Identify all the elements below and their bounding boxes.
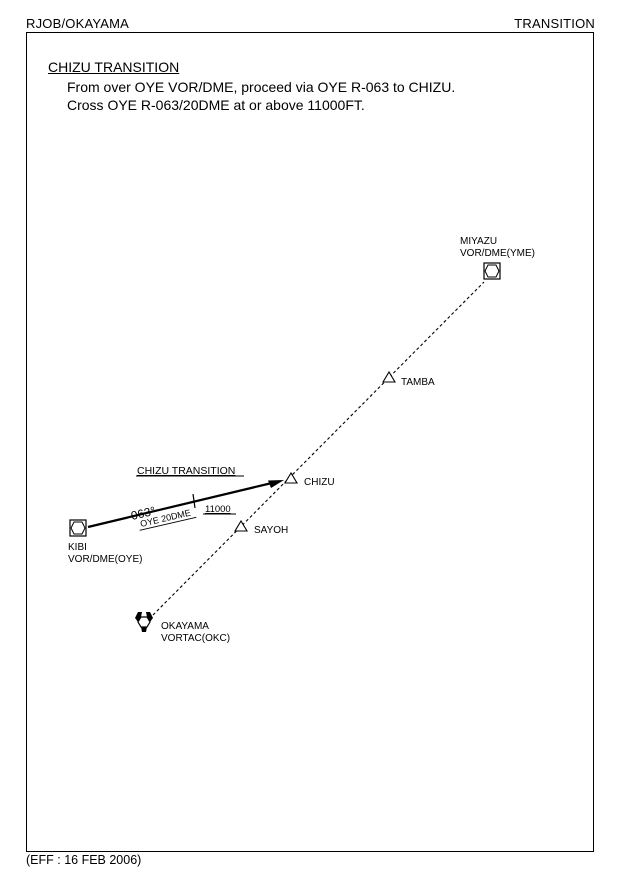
chart-id: RJOB/OKAYAMA (26, 16, 130, 31)
route-label: CHIZU TRANSITION (137, 465, 235, 477)
vor-dme-icon (69, 519, 87, 537)
dme-fix-label-underline (139, 516, 197, 531)
miyazu-type: VOR/DME(YME) (460, 248, 535, 259)
okayama-name: OKAYAMA (161, 621, 209, 632)
vor-dme-icon (483, 262, 501, 280)
procedure-title: CHIZU TRANSITION (48, 59, 180, 75)
waypoint-chizu: CHIZU (304, 477, 335, 488)
chart-type: TRANSITION (514, 16, 595, 31)
waypoint-triangle-icon (234, 519, 248, 532)
okayama-type: VORTAC(OKC) (161, 633, 230, 644)
procedure-instruction-2: Cross OYE R-063/20DME at or above 11000F… (67, 97, 365, 113)
route-arrowhead (268, 480, 284, 488)
waypoint-sayoh: SAYOH (254, 525, 288, 536)
waypoint-triangle-icon (382, 370, 396, 383)
course-label: 063° (130, 504, 158, 523)
chart-frame (26, 32, 594, 852)
dme-fix-tick (192, 493, 196, 509)
kibi-name: KIBI (68, 542, 87, 553)
waypoint-tamba: TAMBA (401, 377, 435, 388)
effective-date: (EFF : 16 FEB 2006) (26, 853, 142, 867)
transition-route-line (87, 481, 273, 529)
altitude-restriction: 11000 (205, 504, 231, 515)
vortac-icon (135, 612, 153, 632)
procedure-instruction-1: From over OYE VOR/DME, proceed via OYE R… (67, 79, 456, 95)
waypoint-triangle-icon (284, 471, 298, 484)
kibi-type: VOR/DME(OYE) (68, 554, 142, 565)
miyazu-name: MIYAZU (460, 236, 497, 247)
okayama-miyazu-dashed-route (152, 281, 485, 616)
